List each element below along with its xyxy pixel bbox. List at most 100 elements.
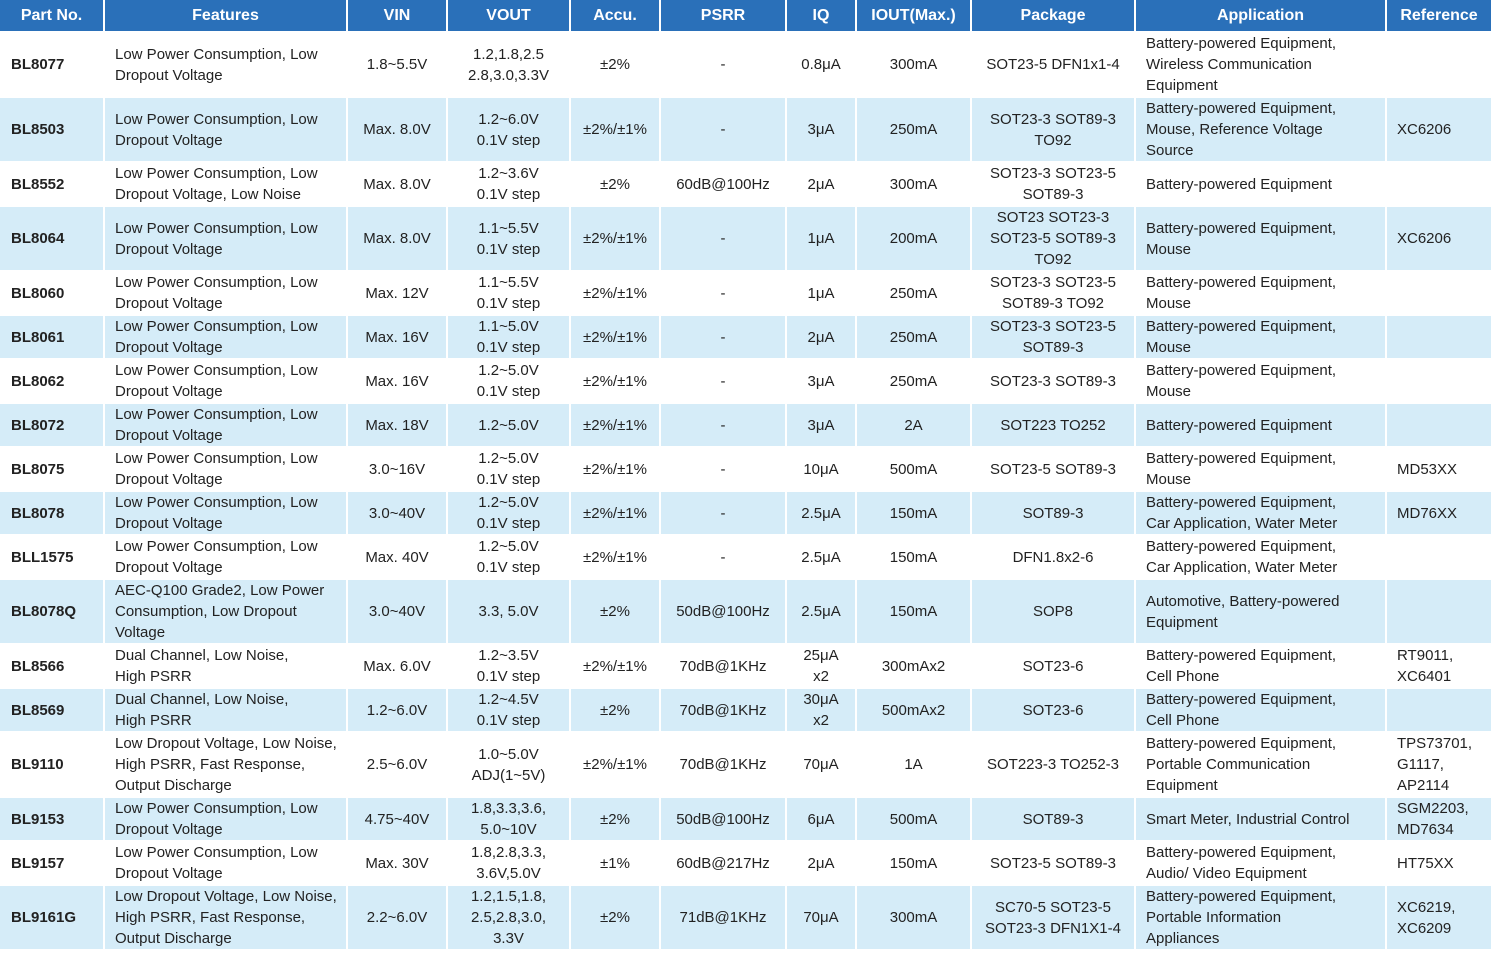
- cell-psrr: 60dB@217Hz: [661, 842, 787, 886]
- cell-psrr: -: [661, 272, 787, 316]
- cell-application: Automotive, Battery-powered Equipment: [1136, 580, 1387, 645]
- cell-package: SOT23-3 SOT23-5 SOT89-3: [972, 316, 1136, 360]
- cell-reference: RT9011, XC6401: [1387, 645, 1491, 689]
- table-row: BLL1575 Low Power Consumption, Low Dropou…: [0, 536, 1491, 580]
- cell-vin: Max. 6.0V: [348, 645, 448, 689]
- cell-package: SOT23-6: [972, 689, 1136, 733]
- cell-iout: 500mAx2: [857, 689, 972, 733]
- cell-application: Battery-powered Equipment, Mouse: [1136, 272, 1387, 316]
- cell-features: Low Power Consumption, Low Dropout Volta…: [105, 98, 348, 163]
- cell-iout: 150mA: [857, 536, 972, 580]
- col-header-package: Package: [972, 0, 1136, 33]
- table-row: BL8061 Low Power Consumption, Low Dropout…: [0, 316, 1491, 360]
- cell-vout: 1.2~3.6V 0.1V step: [448, 163, 571, 207]
- cell-application: Battery-powered Equipment, Car Applicati…: [1136, 492, 1387, 536]
- cell-package: SOP8: [972, 580, 1136, 645]
- cell-vout: 1.1~5.5V 0.1V step: [448, 207, 571, 272]
- cell-application: Smart Meter, Industrial Control: [1136, 798, 1387, 842]
- cell-part-no: BL8061: [0, 316, 105, 360]
- cell-iq: 3μA: [787, 360, 857, 404]
- cell-application: Battery-powered Equipment: [1136, 163, 1387, 207]
- cell-features: Low Power Consumption, Low Dropout Volta…: [105, 163, 348, 207]
- cell-features: Low Power Consumption, Low Dropout Volta…: [105, 536, 348, 580]
- cell-iq: 1μA: [787, 272, 857, 316]
- cell-package: SOT23-6: [972, 645, 1136, 689]
- table-row: BL8078 Low Power Consumption, Low Dropout…: [0, 492, 1491, 536]
- cell-package: SOT23-5 DFN1x1-4: [972, 33, 1136, 98]
- cell-features: AEC-Q100 Grade2, Low Power Consumption, …: [105, 580, 348, 645]
- table-row: BL8062 Low Power Consumption, Low Dropout…: [0, 360, 1491, 404]
- cell-accuracy: ±2%/±1%: [571, 360, 661, 404]
- cell-iq: 3μA: [787, 404, 857, 448]
- cell-psrr: -: [661, 492, 787, 536]
- cell-psrr: -: [661, 33, 787, 98]
- col-header-part-no: Part No.: [0, 0, 105, 33]
- cell-part-no: BL8062: [0, 360, 105, 404]
- cell-part-no: BL9157: [0, 842, 105, 886]
- cell-vin: 2.5~6.0V: [348, 733, 448, 798]
- cell-vin: Max. 16V: [348, 360, 448, 404]
- cell-psrr: 60dB@100Hz: [661, 163, 787, 207]
- cell-iq: 2.5μA: [787, 492, 857, 536]
- cell-application: Battery-powered Equipment, Portable Info…: [1136, 886, 1387, 951]
- cell-reference: TPS73701, G1117, AP2114: [1387, 733, 1491, 798]
- cell-vin: 2.2~6.0V: [348, 886, 448, 951]
- cell-iout: 250mA: [857, 272, 972, 316]
- cell-reference: [1387, 689, 1491, 733]
- cell-application: Battery-powered Equipment, Mouse: [1136, 207, 1387, 272]
- cell-vout: 1.2~5.0V: [448, 404, 571, 448]
- cell-features: Low Dropout Voltage, Low Noise, High PSR…: [105, 733, 348, 798]
- cell-accuracy: ±2%/±1%: [571, 404, 661, 448]
- cell-features: Low Power Consumption, Low Dropout Volta…: [105, 492, 348, 536]
- cell-part-no: BL8077: [0, 33, 105, 98]
- cell-features: Low Power Consumption, Low Dropout Volta…: [105, 33, 348, 98]
- cell-reference: [1387, 33, 1491, 98]
- table-row: BL8060 Low Power Consumption, Low Dropout…: [0, 272, 1491, 316]
- cell-psrr: -: [661, 536, 787, 580]
- col-header-vout: VOUT: [448, 0, 571, 33]
- cell-part-no: BL8569: [0, 689, 105, 733]
- cell-accuracy: ±2%: [571, 33, 661, 98]
- col-header-psrr: PSRR: [661, 0, 787, 33]
- cell-accuracy: ±2%/±1%: [571, 536, 661, 580]
- cell-vin: 1.8~5.5V: [348, 33, 448, 98]
- table-body: BL8077 Low Power Consumption, Low Dropout…: [0, 33, 1491, 951]
- cell-vin: Max. 8.0V: [348, 207, 448, 272]
- cell-application: Battery-powered Equipment, Mouse: [1136, 448, 1387, 492]
- cell-vin: 1.2~6.0V: [348, 689, 448, 733]
- cell-vin: 4.75~40V: [348, 798, 448, 842]
- cell-part-no: BL8064: [0, 207, 105, 272]
- cell-package: SOT223 TO252: [972, 404, 1136, 448]
- cell-vin: Max. 16V: [348, 316, 448, 360]
- col-header-reference: Reference: [1387, 0, 1491, 33]
- cell-reference: SGM2203, MD7634: [1387, 798, 1491, 842]
- cell-iout: 300mA: [857, 886, 972, 951]
- cell-package: SOT23-3 SOT23-5 SOT89-3 TO92: [972, 272, 1136, 316]
- cell-psrr: -: [661, 404, 787, 448]
- cell-psrr: 50dB@100Hz: [661, 580, 787, 645]
- cell-iout: 150mA: [857, 492, 972, 536]
- cell-vout: 1.2~5.0V 0.1V step: [448, 536, 571, 580]
- cell-part-no: BL8072: [0, 404, 105, 448]
- cell-application: Battery-powered Equipment, Cell Phone: [1136, 645, 1387, 689]
- cell-vout: 1.0~5.0V ADJ(1~5V): [448, 733, 571, 798]
- cell-features: Low Power Consumption, Low Dropout Volta…: [105, 404, 348, 448]
- table-row: BL8064 Low Power Consumption, Low Dropout…: [0, 207, 1491, 272]
- cell-psrr: 70dB@1KHz: [661, 645, 787, 689]
- cell-iout: 300mA: [857, 33, 972, 98]
- cell-vout: 1.2~5.0V 0.1V step: [448, 360, 571, 404]
- cell-vout: 1.2,1.8,2.5 2.8,3.0,3.3V: [448, 33, 571, 98]
- cell-psrr: 70dB@1KHz: [661, 689, 787, 733]
- cell-psrr: -: [661, 207, 787, 272]
- col-header-features: Features: [105, 0, 348, 33]
- cell-iq: 30μA x2: [787, 689, 857, 733]
- cell-features: Low Dropout Voltage, Low Noise, High PSR…: [105, 886, 348, 951]
- cell-package: SOT89-3: [972, 492, 1136, 536]
- cell-features: Low Power Consumption, Low Dropout Volta…: [105, 798, 348, 842]
- table-row: BL9110 Low Dropout Voltage, Low Noise, Hi…: [0, 733, 1491, 798]
- cell-accuracy: ±1%: [571, 842, 661, 886]
- cell-reference: [1387, 316, 1491, 360]
- cell-package: SOT23-5 SOT89-3: [972, 448, 1136, 492]
- cell-iq: 2.5μA: [787, 536, 857, 580]
- cell-iout: 200mA: [857, 207, 972, 272]
